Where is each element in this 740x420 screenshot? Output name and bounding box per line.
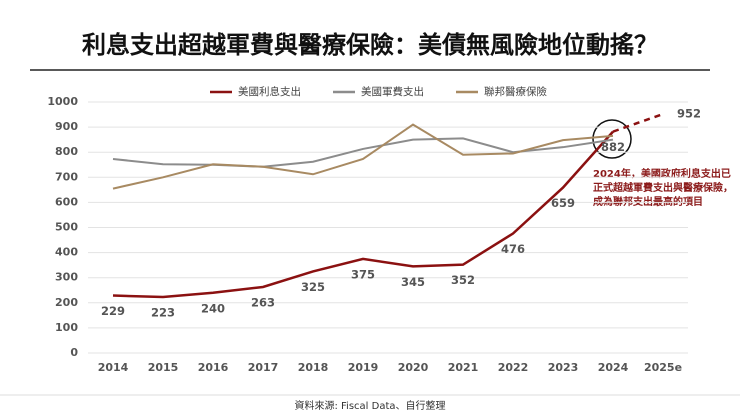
data-label: 325 — [301, 280, 325, 294]
x-tick-label: 2018 — [298, 361, 329, 374]
legend-label: 美國軍費支出 — [361, 85, 424, 98]
data-label: 476 — [501, 242, 525, 256]
y-tick-label: 200 — [55, 296, 78, 309]
x-tick-label: 2021 — [448, 361, 479, 374]
y-tick-label: 100 — [55, 321, 78, 334]
x-tick-label: 2025e — [644, 361, 682, 374]
series-line — [112, 130, 614, 299]
y-tick-label: 1000 — [47, 95, 78, 108]
x-tick-label: 2016 — [198, 361, 229, 374]
y-tick-label: 300 — [55, 271, 78, 284]
chart-title: 利息支出超越軍費與醫療保險：美債無風險地位動搖？ — [82, 31, 658, 59]
y-tick-label: 800 — [55, 145, 78, 158]
data-label: 375 — [351, 267, 375, 281]
legend-label: 美國利息支出 — [238, 85, 301, 98]
x-tick-label: 2015 — [148, 361, 179, 374]
series-line — [112, 137, 614, 168]
x-tick-label: 2022 — [498, 361, 529, 374]
series-line — [112, 123, 614, 190]
data-label: 223 — [151, 306, 175, 320]
y-tick-label: 900 — [55, 120, 78, 133]
x-tick-label: 2014 — [98, 361, 129, 374]
data-label: 352 — [451, 273, 475, 287]
x-tick-label: 2023 — [548, 361, 579, 374]
x-tick-label: 2017 — [248, 361, 279, 374]
y-tick-label: 400 — [55, 246, 78, 259]
y-tick-label: 0 — [70, 346, 78, 359]
forecast-line — [612, 112, 664, 133]
data-label: 345 — [401, 275, 425, 289]
data-label: 263 — [251, 295, 275, 309]
annotation: 2024年，美國政府利息支出已正式超越軍費支出與醫療保險，成為聯邦支出最高的項目 — [593, 169, 733, 208]
data-label: 882 — [601, 140, 625, 154]
data-label: 659 — [551, 196, 575, 210]
source: 資料來源: Fiscal Data、自行整理 — [294, 399, 445, 412]
data-label: 229 — [101, 304, 125, 318]
data-label: 240 — [201, 301, 225, 315]
x-tick-label: 2019 — [348, 361, 379, 374]
x-tick-label: 2024 — [598, 361, 629, 374]
y-tick-label: 700 — [55, 170, 78, 183]
y-tick-label: 500 — [55, 221, 78, 234]
y-tick-label: 600 — [55, 195, 78, 208]
data-label: 952 — [677, 107, 701, 121]
highlight-circle — [592, 119, 632, 159]
legend-label: 聯邦醫療保險 — [484, 85, 547, 98]
x-tick-label: 2020 — [398, 361, 429, 374]
